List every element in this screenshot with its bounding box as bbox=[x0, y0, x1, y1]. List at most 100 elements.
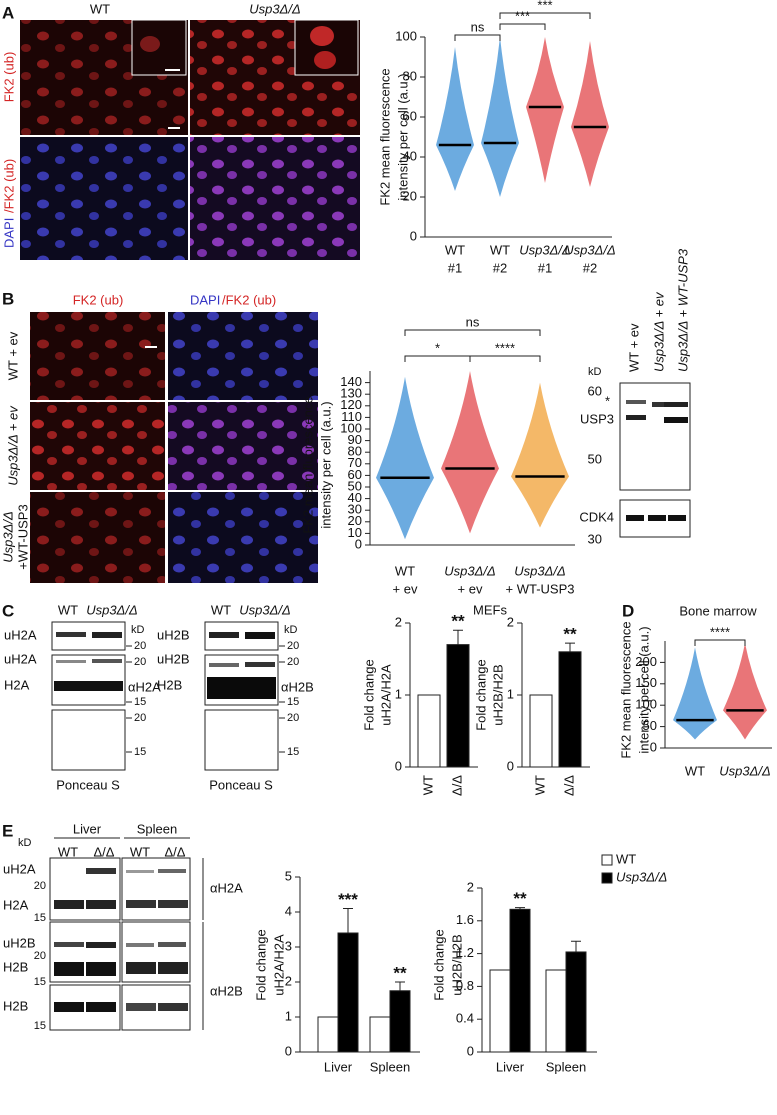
lanes-label: Δ/Δ bbox=[94, 844, 115, 859]
y-tick-label: 70 bbox=[348, 455, 362, 470]
y-tick-label: 2 bbox=[507, 614, 514, 629]
significance-label: **** bbox=[710, 624, 730, 639]
swarm-cloud bbox=[376, 376, 434, 540]
lanes-label: Usp3Δ/Δ bbox=[86, 602, 137, 617]
blots bbox=[49, 382, 691, 1031]
unit-label: kD bbox=[131, 624, 145, 636]
bar bbox=[509, 908, 531, 1053]
legend-swatch bbox=[601, 872, 613, 884]
panel-labels-label: E bbox=[2, 821, 13, 840]
significance-bracket bbox=[404, 355, 471, 362]
stain-label: Ponceau S bbox=[56, 777, 120, 792]
bar bbox=[529, 694, 553, 768]
swarm-cloud bbox=[441, 371, 499, 534]
x-tick-label: WT bbox=[532, 775, 547, 795]
markers-label: 60 bbox=[588, 383, 602, 398]
markers-label: 20 bbox=[287, 712, 299, 724]
y-tick-label: 20 bbox=[403, 188, 417, 203]
antibody-label: αH2B bbox=[281, 679, 314, 694]
significance-label: ns bbox=[471, 19, 485, 34]
x-tick-label: WT bbox=[490, 242, 510, 257]
significance-label: ns bbox=[466, 314, 480, 329]
bar bbox=[558, 651, 582, 768]
bar bbox=[417, 694, 441, 768]
rows-label: DAPI bbox=[1, 218, 16, 248]
y-axis-label: uH2B/H2B bbox=[449, 934, 464, 995]
markers-label: 20 bbox=[134, 712, 146, 724]
significance-label: ** bbox=[513, 889, 527, 908]
legend-label: WT bbox=[616, 851, 636, 866]
panel-labels-label: B bbox=[2, 289, 14, 308]
y-tick-label: 0 bbox=[507, 758, 514, 773]
lanes-label: Usp3Δ/Δ bbox=[239, 602, 290, 617]
y-tick-label: 150 bbox=[635, 675, 657, 690]
x-tick-label: Usp3Δ/Δ bbox=[719, 763, 770, 778]
swarm-cloud bbox=[571, 41, 609, 187]
y-tick-label: 0.8 bbox=[456, 978, 474, 993]
bar bbox=[565, 951, 587, 1053]
y-tick-label: 100 bbox=[635, 697, 657, 712]
x-tick-label: Liver bbox=[496, 1059, 525, 1074]
y-tick-label: 60 bbox=[348, 467, 362, 482]
markers-label: 15 bbox=[34, 976, 46, 988]
y-axis-label: Fold change bbox=[473, 659, 488, 731]
bar bbox=[545, 969, 567, 1053]
significance-bracket bbox=[404, 329, 541, 336]
y-tick-label: 200 bbox=[635, 654, 657, 669]
bar bbox=[389, 990, 411, 1053]
swarm-cloud bbox=[481, 37, 519, 197]
x-tick-label: Usp3Δ/Δ bbox=[444, 563, 495, 578]
labels-label: uH2A bbox=[4, 651, 37, 666]
x-tick-label: Spleen bbox=[546, 1059, 586, 1074]
unit-label: kD bbox=[284, 624, 298, 636]
y-axis-label: FK2 mean fluorescence bbox=[618, 621, 633, 758]
y-tick-label: 10 bbox=[348, 525, 362, 540]
y-tick-label: 2 bbox=[395, 614, 402, 629]
y-tick-label: 1 bbox=[285, 1008, 292, 1023]
x-tick-label: + ev bbox=[393, 581, 418, 596]
lanes-label: Δ/Δ bbox=[165, 844, 186, 859]
y-tick-label: 1 bbox=[507, 686, 514, 701]
bar bbox=[337, 932, 359, 1053]
proteins-label: USP3 bbox=[580, 411, 614, 426]
lanes-label: Usp3Δ/Δ + ev bbox=[651, 291, 666, 372]
error-bar bbox=[453, 629, 463, 645]
lanes-label: Usp3Δ/Δ + WT-USP3 bbox=[675, 248, 690, 372]
y-tick-label: 4 bbox=[285, 903, 292, 918]
markers-label: 20 bbox=[134, 640, 146, 652]
y-tick-label: 1 bbox=[395, 686, 402, 701]
columns-label: /FK2 (ub) bbox=[222, 292, 276, 307]
y-tick-label: 60 bbox=[403, 108, 417, 123]
columns-label: Usp3Δ/Δ bbox=[249, 1, 300, 16]
markers-label: 15 bbox=[34, 1020, 46, 1032]
y-axis-label: uH2B/H2B bbox=[490, 664, 505, 725]
significance-bracket bbox=[454, 34, 501, 41]
x-tick-label: Usp3Δ/Δ bbox=[519, 242, 570, 257]
swarm-cloud bbox=[723, 643, 767, 740]
stain-label: Ponceau S bbox=[209, 777, 273, 792]
y-tick-label: 3 bbox=[285, 938, 292, 953]
y-axis-label: intensity per cell (a.u.) bbox=[318, 401, 333, 528]
y-tick-label: 90 bbox=[348, 432, 362, 447]
y-tick-label: 80 bbox=[348, 444, 362, 459]
x-tick-label: Δ/Δ bbox=[449, 775, 464, 796]
bar bbox=[446, 644, 470, 768]
significance-bracket bbox=[694, 639, 746, 646]
labels-label: H2B bbox=[3, 959, 28, 974]
x-tick-label: #1 bbox=[538, 260, 552, 275]
y-axis-label: intensity per cell (a.u.) bbox=[395, 73, 410, 200]
y-axis-label: Fold change bbox=[253, 929, 268, 1001]
significance-bracket bbox=[499, 12, 591, 19]
unit-label: kD bbox=[18, 837, 32, 849]
labels-label: uH2A bbox=[3, 861, 36, 876]
proteins-label: CDK4 bbox=[579, 509, 614, 524]
x-tick-label: WT bbox=[395, 563, 415, 578]
error-bar bbox=[515, 907, 525, 910]
y-tick-label: 0 bbox=[650, 739, 657, 754]
significance-label: *** bbox=[338, 890, 358, 909]
bar bbox=[317, 1016, 339, 1053]
y-axis-label: Fold change bbox=[431, 929, 446, 1001]
y-tick-label: 1.2 bbox=[456, 945, 474, 960]
panel-labels-label: C bbox=[2, 601, 14, 620]
